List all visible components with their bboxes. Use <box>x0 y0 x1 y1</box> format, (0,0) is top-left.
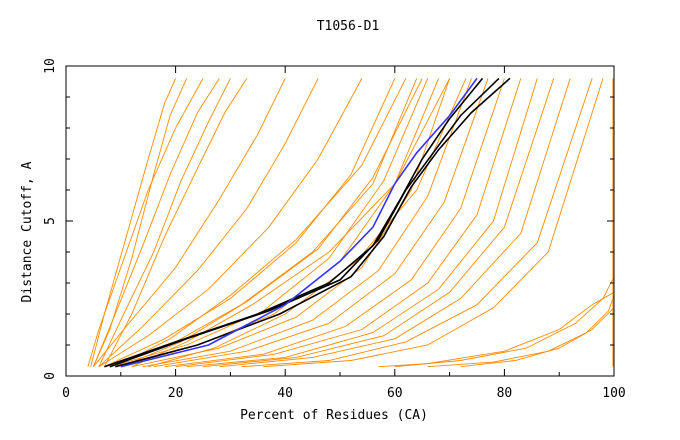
series-line-models-8 <box>98 78 363 368</box>
series-line-models-22 <box>263 78 604 368</box>
series-line-models-26 <box>120 78 423 368</box>
y-tick-label: 10 <box>43 58 58 74</box>
x-tick-label: 0 <box>62 386 70 401</box>
series-line-models-15 <box>153 78 489 368</box>
series-line-models-11 <box>109 78 429 368</box>
x-axis-label: Percent of Residues (CA) <box>240 408 428 423</box>
series-line-models-19 <box>202 78 555 368</box>
series-line-models-27 <box>378 291 615 368</box>
series-line-models-30 <box>460 307 615 368</box>
y-axis-label: Distance Cutoff, A <box>20 161 35 302</box>
series-line-models-23 <box>131 78 450 368</box>
series-line-models-4 <box>98 78 231 367</box>
series-line-highlight_black-32 <box>104 77 484 368</box>
y-tick-label: 0 <box>43 372 58 380</box>
series-line-highlight_blue-35 <box>120 77 478 368</box>
x-tick-label: 60 <box>387 386 403 401</box>
series-line-models-13 <box>131 78 451 368</box>
series-line-models-6 <box>93 78 286 367</box>
series-line-models-28 <box>394 276 615 368</box>
series-line-highlight_black-33 <box>109 77 500 368</box>
series-line-models-29 <box>427 295 615 368</box>
series-line-models-14 <box>142 78 472 368</box>
x-tick-label: 100 <box>602 386 625 401</box>
series-lines <box>87 77 615 368</box>
series-line-models-18 <box>186 78 538 368</box>
series-line-models-5 <box>104 78 248 367</box>
series-line-models-7 <box>98 78 319 368</box>
y-tick-label: 5 <box>43 217 58 225</box>
x-tick-label: 20 <box>168 386 184 401</box>
series-line-models-20 <box>219 78 571 368</box>
series-line-models-24 <box>148 78 467 368</box>
series-line-highlight_black-34 <box>115 77 511 368</box>
chart-title: T1056-D1 <box>317 19 380 34</box>
series-line-models-2 <box>92 78 188 367</box>
axes: 0 20 40 60 80 100 0 5 10 <box>43 58 626 401</box>
series-line-models-1 <box>90 78 177 367</box>
series-line-models-9 <box>104 78 396 368</box>
series-line-models-25 <box>115 78 407 368</box>
x-tick-label: 40 <box>277 386 293 401</box>
series-line-models-0 <box>87 78 204 367</box>
series-line-models-16 <box>164 78 505 368</box>
series-line-models-17 <box>175 78 522 368</box>
series-line-models-21 <box>241 78 593 368</box>
series-line-models-3 <box>92 78 220 367</box>
x-tick-label: 80 <box>497 386 513 401</box>
